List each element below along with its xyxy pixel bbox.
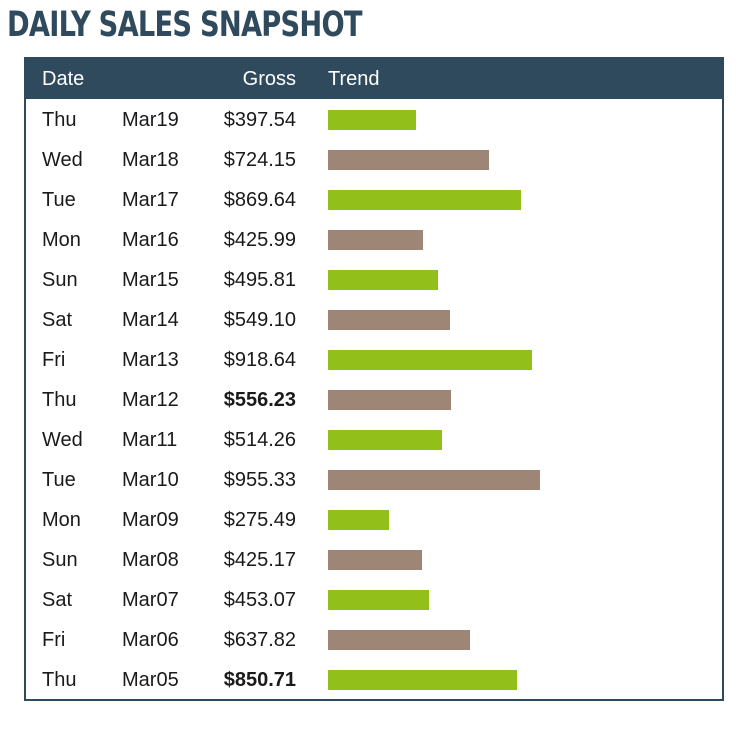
row-date: Mar09 bbox=[122, 509, 179, 531]
row-day: Sat bbox=[42, 589, 73, 611]
trend-bar bbox=[328, 350, 532, 370]
row-date: Mar11 bbox=[122, 429, 178, 451]
row-date: Mar14 bbox=[122, 309, 179, 331]
table-row: Thu Mar05 $850.71 bbox=[26, 660, 722, 700]
trend-bar bbox=[328, 270, 438, 290]
row-gross: $495.81 bbox=[223, 269, 296, 291]
row-day: Tue bbox=[42, 469, 76, 491]
trend-bar bbox=[328, 670, 517, 690]
row-day: Fri bbox=[42, 629, 66, 651]
row-day: Thu bbox=[42, 669, 77, 691]
column-header-trend: Trend bbox=[328, 68, 380, 90]
page-title: DAILY SALES SNAPSHOT bbox=[7, 5, 363, 45]
table-row: Tue Mar17 $869.64 bbox=[26, 180, 722, 220]
table-row: Sun Mar15 $495.81 bbox=[26, 260, 722, 300]
row-day: Mon bbox=[42, 509, 81, 531]
trend-bar bbox=[328, 510, 389, 530]
row-gross: $549.10 bbox=[223, 309, 296, 331]
table-row: Sat Mar07 $453.07 bbox=[26, 580, 722, 620]
trend-bar bbox=[328, 110, 416, 130]
column-header-date: Date bbox=[42, 68, 85, 90]
table-row: Mon Mar16 $425.99 bbox=[26, 220, 722, 260]
row-day: Wed bbox=[42, 149, 83, 171]
row-gross: $637.82 bbox=[223, 629, 296, 651]
trend-bar bbox=[328, 230, 423, 250]
trend-bar bbox=[328, 630, 470, 650]
row-gross: $869.64 bbox=[223, 189, 296, 211]
trend-bar bbox=[328, 190, 521, 210]
table-body: Thu Mar19 $397.54 Wed Mar18 $724.15 Tue Mar17 $8… bbox=[26, 100, 722, 700]
trend-bar bbox=[328, 430, 442, 450]
row-gross: $918.64 bbox=[223, 349, 296, 371]
row-date: Mar07 bbox=[122, 589, 179, 611]
row-date: Mar10 bbox=[122, 469, 179, 491]
sales-table: Date Gross Trend Thu Mar19 $397.54 Wed Mar18… bbox=[24, 57, 724, 701]
trend-bar bbox=[328, 310, 450, 330]
row-gross: $850.71 bbox=[223, 669, 296, 691]
row-gross: $556.23 bbox=[223, 389, 296, 411]
table-row: Fri Mar06 $637.82 bbox=[26, 620, 722, 660]
row-gross: $453.07 bbox=[223, 589, 296, 611]
row-day: Sun bbox=[42, 269, 78, 291]
row-date: Mar06 bbox=[122, 629, 179, 651]
row-date: Mar17 bbox=[122, 189, 179, 211]
trend-bar bbox=[328, 590, 429, 610]
row-date: Mar05 bbox=[122, 669, 179, 691]
row-date: Mar16 bbox=[122, 229, 179, 251]
column-header-gross: Gross bbox=[242, 68, 296, 90]
row-gross: $955.33 bbox=[223, 469, 296, 491]
table-row: Thu Mar19 $397.54 bbox=[26, 100, 722, 140]
table-row: Thu Mar12 $556.23 bbox=[26, 380, 722, 420]
row-day: Sat bbox=[42, 309, 73, 331]
trend-bar bbox=[328, 470, 540, 490]
trend-bar bbox=[328, 550, 422, 570]
row-date: Mar15 bbox=[122, 269, 179, 291]
table-row: Mon Mar09 $275.49 bbox=[26, 500, 722, 540]
table-row: Fri Mar13 $918.64 bbox=[26, 340, 722, 380]
row-gross: $397.54 bbox=[223, 109, 296, 131]
row-gross: $425.17 bbox=[223, 549, 296, 571]
row-gross: $514.26 bbox=[223, 429, 296, 451]
table-row: Tue Mar10 $955.33 bbox=[26, 460, 722, 500]
row-day: Mon bbox=[42, 229, 81, 251]
row-day: Tue bbox=[42, 189, 76, 211]
row-gross: $425.99 bbox=[223, 229, 296, 251]
row-date: Mar12 bbox=[122, 389, 179, 411]
row-day: Thu bbox=[42, 109, 77, 131]
row-date: Mar08 bbox=[122, 549, 179, 571]
row-gross: $724.15 bbox=[223, 149, 296, 171]
row-date: Mar18 bbox=[122, 149, 179, 171]
table-header: Date Gross Trend bbox=[26, 59, 722, 99]
row-day: Wed bbox=[42, 429, 83, 451]
table-row: Sat Mar14 $549.10 bbox=[26, 300, 722, 340]
row-day: Thu bbox=[42, 389, 77, 411]
trend-bar bbox=[328, 150, 489, 170]
row-date: Mar13 bbox=[122, 349, 179, 371]
row-day: Sun bbox=[42, 549, 78, 571]
table-row: Wed Mar18 $724.15 bbox=[26, 140, 722, 180]
row-gross: $275.49 bbox=[223, 509, 296, 531]
row-day: Fri bbox=[42, 349, 66, 371]
table-row: Sun Mar08 $425.17 bbox=[26, 540, 722, 580]
row-date: Mar19 bbox=[122, 109, 179, 131]
table-row: Wed Mar11 $514.26 bbox=[26, 420, 722, 460]
trend-bar bbox=[328, 390, 451, 410]
